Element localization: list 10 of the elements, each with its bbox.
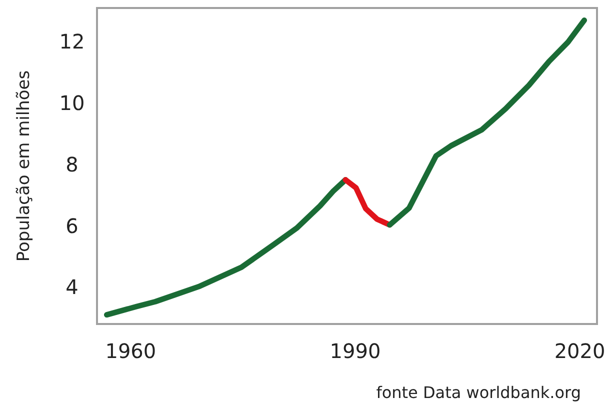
y-tick-label: 12	[59, 30, 85, 54]
y-axis-title: População em milhões	[14, 70, 34, 262]
y-tick-label: 8	[66, 152, 78, 176]
x-tick-label: 2020	[554, 339, 606, 363]
y-tick-label: 6	[66, 214, 78, 238]
y-tick-label: 4	[66, 275, 78, 300]
x-tick-label: 1990	[330, 339, 381, 363]
source-note: fonte Data worldbank.org	[376, 383, 581, 402]
x-tick-label: 1960	[105, 339, 156, 363]
y-tick-label: 10	[59, 91, 85, 116]
